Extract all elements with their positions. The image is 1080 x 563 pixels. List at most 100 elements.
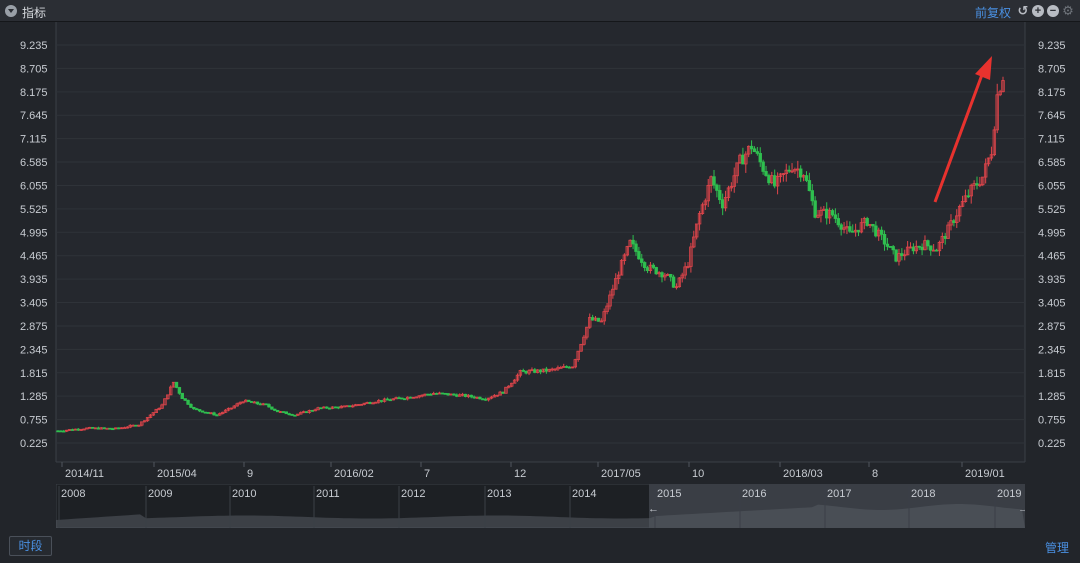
candle — [88, 426, 92, 429]
candle — [570, 366, 575, 369]
candle — [637, 246, 641, 260]
indicator-title[interactable]: 指标 — [22, 6, 47, 20]
y-tick-label-right: 3.935 — [1038, 274, 1066, 286]
candle — [148, 413, 153, 419]
gear-icon[interactable]: ⚙ — [1062, 3, 1074, 18]
candle — [247, 399, 251, 402]
y-axis-right: 9.235 8.705 8.175 7.645 7.115 6.585 6.055 5.525… — [1038, 40, 1066, 450]
y-tick-label-right: 3.405 — [1038, 298, 1066, 310]
candle — [515, 373, 520, 382]
candle — [177, 386, 182, 395]
candle — [686, 262, 690, 269]
candle — [998, 89, 1002, 97]
candle — [197, 409, 202, 413]
collapse-icon[interactable] — [5, 5, 17, 17]
y-tick-label-left: 7.645 — [20, 110, 48, 122]
y-tick-label-right: 7.645 — [1038, 110, 1066, 122]
candle — [267, 403, 271, 408]
candle — [879, 226, 884, 241]
candle — [212, 411, 216, 416]
candlestick-chart[interactable]: 9.235 8.705 8.175 7.645 7.115 6.585 6.055 5.525… — [0, 22, 1080, 484]
candle — [602, 308, 606, 325]
candle — [668, 273, 673, 282]
candle — [518, 369, 523, 378]
candle — [114, 427, 118, 430]
candle — [611, 284, 615, 299]
candle — [955, 209, 959, 228]
candle — [937, 240, 942, 257]
y-tick-label-right: 1.285 — [1038, 391, 1066, 403]
candle — [940, 232, 945, 249]
navigator-year-label: 2011 — [316, 488, 340, 500]
candle — [836, 213, 840, 228]
candle — [692, 230, 696, 249]
candle — [784, 163, 788, 182]
candle — [400, 397, 404, 400]
candle — [764, 165, 768, 177]
candle — [102, 427, 106, 430]
y-tick-label-left: 3.405 — [20, 298, 48, 310]
zoom-out-icon[interactable]: − — [1047, 5, 1059, 17]
y-tick-label-left: 9.235 — [20, 40, 48, 52]
candles — [56, 76, 1005, 433]
candle — [512, 378, 517, 384]
navigator-year-label: 2016 — [742, 488, 766, 500]
candle — [648, 261, 653, 274]
candle — [1001, 76, 1005, 93]
candle — [359, 403, 364, 406]
trend-arrow-shaft — [933, 71, 985, 203]
candle — [137, 424, 141, 427]
candle — [689, 242, 693, 273]
x-tick-label: 2017/05 — [601, 468, 641, 480]
x-tick-label: 2019/01 — [965, 468, 1005, 480]
price-adjust-button[interactable]: 前复权 — [975, 6, 1012, 20]
candle — [640, 253, 644, 267]
candle — [582, 334, 586, 346]
manage-link[interactable]: 管理 — [1045, 541, 1070, 555]
candle — [426, 393, 430, 396]
navigator-handle-right-icon[interactable]: → — [1018, 503, 1029, 515]
candle — [697, 210, 702, 231]
candle — [293, 414, 297, 417]
candle — [905, 241, 910, 256]
candle — [799, 165, 803, 182]
candle — [232, 405, 236, 409]
candle — [255, 401, 260, 405]
chart-toolbar: 指标 前复权 ↺ + − ⚙ — [0, 0, 1080, 22]
candle — [995, 83, 999, 134]
navigator-canvas[interactable]: 2008 2009 2010 2011 2012 2013 2014 2015 2016 2017… — [55, 483, 1029, 529]
navigator-handle-left-icon[interactable]: ← — [648, 503, 659, 515]
y-tick-label-left: 3.935 — [20, 274, 48, 286]
candle — [183, 398, 187, 401]
y-tick-label-left: 4.465 — [20, 251, 48, 263]
candle — [281, 411, 286, 413]
candle — [694, 223, 699, 240]
y-tick-label-left: 0.755 — [20, 415, 48, 427]
chart-canvas[interactable]: 9.235 8.705 8.175 7.645 7.115 6.585 6.055 5.525… — [0, 22, 1080, 484]
undo-icon[interactable]: ↺ — [1017, 3, 1029, 18]
candle — [894, 249, 898, 263]
zoom-in-icon[interactable]: + — [1032, 5, 1044, 17]
candle — [330, 406, 335, 410]
candle — [882, 230, 887, 251]
range-navigator[interactable]: 2008 2009 2010 2011 2012 2013 2014 2015 2016 2017… — [55, 483, 1029, 529]
candle — [93, 427, 98, 430]
bottom-bar: 时段 管理 — [0, 528, 1080, 563]
candle — [712, 169, 716, 189]
y-tick-label-left: 6.055 — [20, 180, 48, 192]
candle — [804, 171, 809, 183]
candle — [746, 145, 751, 158]
period-button[interactable]: 时段 — [9, 536, 52, 556]
navigator-year-label: 2012 — [401, 488, 425, 500]
candle — [599, 318, 604, 323]
y-tick-label-left: 2.345 — [20, 344, 48, 356]
candle — [278, 410, 283, 413]
candle — [342, 405, 346, 408]
candle — [614, 273, 618, 290]
candle — [411, 396, 416, 399]
candle — [166, 394, 170, 400]
y-tick-label-left: 7.115 — [20, 134, 47, 146]
x-tick-label: 8 — [872, 468, 878, 480]
candle — [830, 208, 835, 217]
candle — [327, 407, 332, 410]
